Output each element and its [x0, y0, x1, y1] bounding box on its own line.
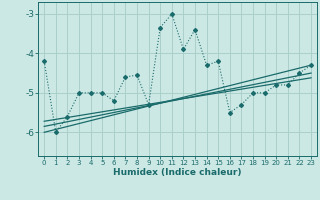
X-axis label: Humidex (Indice chaleur): Humidex (Indice chaleur) [113, 168, 242, 177]
